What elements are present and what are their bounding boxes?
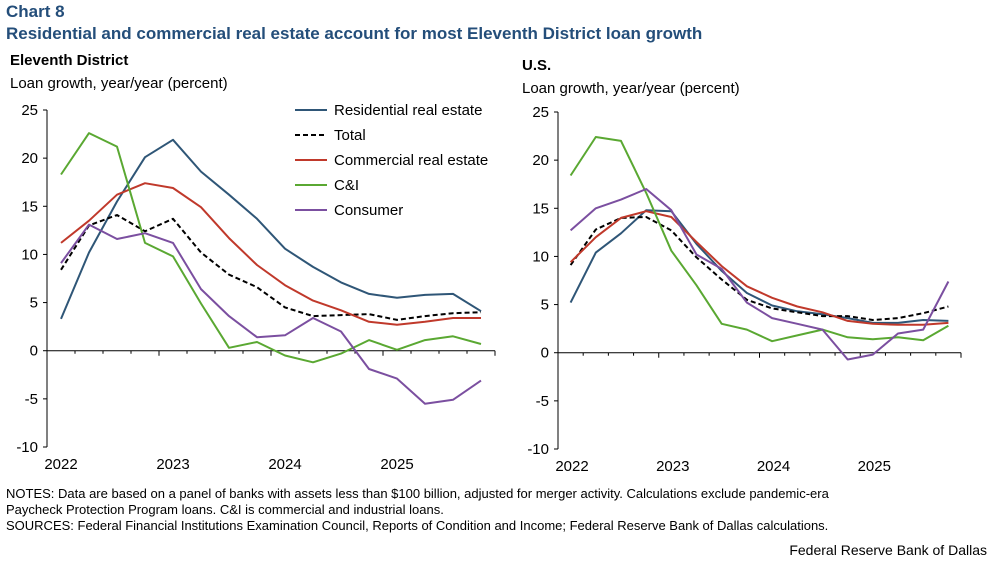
panel-title-eleventh-district: Eleventh District <box>10 52 128 69</box>
notes-block: NOTES: Data are based on a panel of bank… <box>6 486 991 534</box>
y-tick-label: 5 <box>30 295 38 312</box>
x-tick-label: 2023 <box>656 458 689 475</box>
y-axis-label-eleventh-district: Loan growth, year/year (percent) <box>10 75 228 92</box>
y-tick-label: 25 <box>532 104 549 121</box>
source-credit: Federal Reserve Bank of Dallas <box>789 542 987 558</box>
legend-label-consumer: Consumer <box>334 202 403 219</box>
y-tick-label: 0 <box>541 345 549 362</box>
series-line-ci-eleventh-district <box>60 132 482 364</box>
chart-title: Residential and commercial real estate a… <box>6 24 703 43</box>
legend-label-commercial: Commercial real estate <box>334 152 488 169</box>
x-tick-label: 2024 <box>757 458 790 475</box>
x-tick-label: 2023 <box>156 456 189 473</box>
series-line-commercial-us <box>569 210 949 326</box>
series-line-residential-us <box>569 209 949 324</box>
notes-line-1: NOTES: Data are based on a panel of bank… <box>6 486 829 501</box>
legend-label-ci: C&I <box>334 177 359 194</box>
panel-us: U.S. Loan growth, year/year (percent) 25 20… <box>522 57 962 475</box>
y-tick-label: -5 <box>536 393 549 410</box>
y-tick-label: 15 <box>532 200 549 217</box>
legend-label-total: Total <box>334 127 366 144</box>
legend: Residential real estate Total Commercial r… <box>295 102 488 219</box>
y-tick-label: 15 <box>21 198 38 215</box>
series-line-commercial-eleventh-district <box>60 182 481 326</box>
x-tick-label: 2022 <box>44 456 77 473</box>
series-line-residential-eleventh-district <box>60 138 482 320</box>
legend-label-residential: Residential real estate <box>334 102 482 119</box>
panel-eleventh-district: Eleventh District Loan growth, year/year … <box>10 52 496 473</box>
y-tick-label: 5 <box>541 297 549 314</box>
y-tick-label: 10 <box>532 248 549 265</box>
x-tick-label: 2024 <box>268 456 301 473</box>
y-tick-label: -10 <box>16 439 38 456</box>
sources-line: SOURCES: Federal Financial Institutions … <box>6 518 829 533</box>
y-tick-label: 20 <box>21 150 38 167</box>
series-line-consumer-eleventh-district <box>60 223 482 405</box>
y-tick-label: 25 <box>21 102 38 119</box>
series-line-ci-us <box>569 136 949 343</box>
notes-line-2: Paycheck Protection Program loans. C&I i… <box>6 502 444 517</box>
y-tick-label: 0 <box>30 343 38 360</box>
chart-number: Chart 8 <box>6 2 65 21</box>
y-tick-label: 20 <box>532 152 549 169</box>
x-tick-label: 2025 <box>380 456 413 473</box>
x-tick-label: 2025 <box>858 458 891 475</box>
y-tick-label: -10 <box>527 441 549 458</box>
y-tick-label: 10 <box>21 246 38 263</box>
series-line-total-eleventh-district <box>60 214 482 321</box>
y-tick-label: -5 <box>25 391 38 408</box>
series-line-consumer-us <box>569 188 950 361</box>
x-tick-label: 2022 <box>555 458 588 475</box>
panel-title-us: U.S. <box>522 57 551 74</box>
y-axis-label-us: Loan growth, year/year (percent) <box>522 80 740 97</box>
series-line-total-us <box>569 216 949 321</box>
